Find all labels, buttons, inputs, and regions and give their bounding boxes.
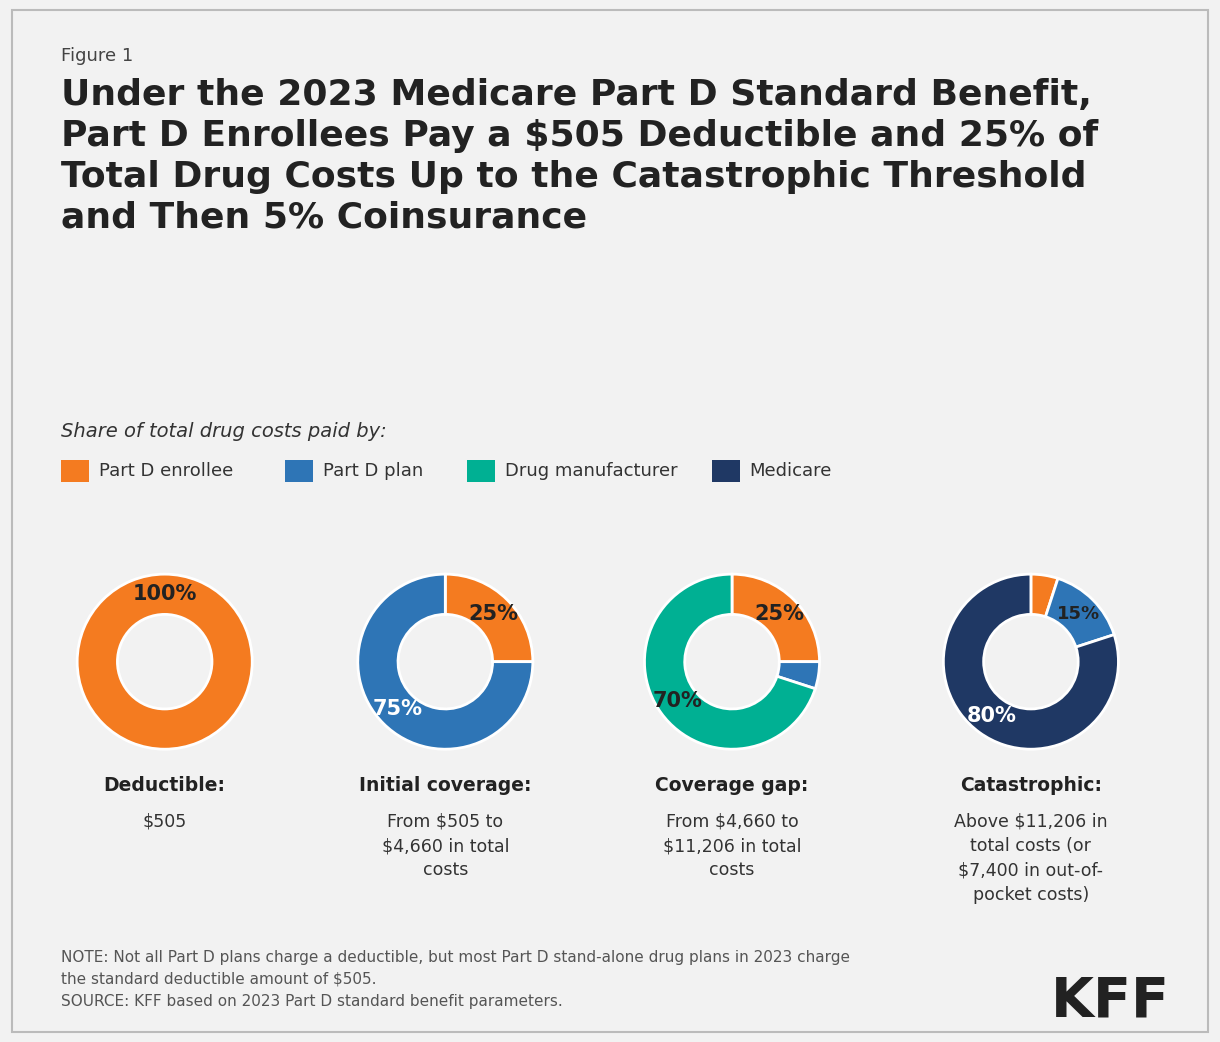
Wedge shape	[732, 574, 820, 662]
Bar	[712, 460, 739, 482]
Text: 100%: 100%	[133, 585, 196, 604]
Text: Initial coverage:: Initial coverage:	[359, 776, 532, 795]
Text: Figure 1: Figure 1	[61, 47, 133, 65]
Text: $505: $505	[143, 813, 187, 830]
Text: Coverage gap:: Coverage gap:	[655, 776, 809, 795]
Text: Drug manufacturer: Drug manufacturer	[505, 462, 677, 480]
Text: Above $11,206 in
total costs (or
$7,400 in out-of-
pocket costs): Above $11,206 in total costs (or $7,400 …	[954, 813, 1108, 903]
Text: 80%: 80%	[966, 706, 1016, 726]
Text: Share of total drug costs paid by:: Share of total drug costs paid by:	[61, 422, 387, 441]
Text: 70%: 70%	[653, 691, 703, 712]
Wedge shape	[77, 574, 253, 749]
Text: Under the 2023 Medicare Part D Standard Benefit,
Part D Enrollees Pay a $505 Ded: Under the 2023 Medicare Part D Standard …	[61, 78, 1098, 234]
Wedge shape	[644, 574, 815, 749]
Text: NOTE: Not all Part D plans charge a deductible, but most Part D stand-alone drug: NOTE: Not all Part D plans charge a dedu…	[61, 950, 850, 1009]
Wedge shape	[357, 574, 533, 749]
Wedge shape	[445, 574, 533, 662]
Text: Part D plan: Part D plan	[322, 462, 423, 480]
Text: KFF: KFF	[1050, 974, 1170, 1028]
Text: Deductible:: Deductible:	[104, 776, 226, 795]
Text: 25%: 25%	[755, 604, 805, 624]
Bar	[285, 460, 312, 482]
Bar	[467, 460, 495, 482]
Text: 75%: 75%	[372, 699, 422, 719]
Text: From $4,660 to
$11,206 in total
costs: From $4,660 to $11,206 in total costs	[662, 813, 802, 879]
Text: From $505 to
$4,660 in total
costs: From $505 to $4,660 in total costs	[382, 813, 509, 879]
Text: 15%: 15%	[1057, 605, 1100, 623]
Wedge shape	[777, 662, 820, 689]
Wedge shape	[1031, 574, 1058, 617]
Text: Catastrophic:: Catastrophic:	[960, 776, 1102, 795]
Bar	[61, 460, 89, 482]
Text: 25%: 25%	[468, 604, 518, 624]
Text: Part D enrollee: Part D enrollee	[99, 462, 233, 480]
Text: Medicare: Medicare	[749, 462, 832, 480]
Wedge shape	[1046, 578, 1114, 647]
Wedge shape	[943, 574, 1119, 749]
